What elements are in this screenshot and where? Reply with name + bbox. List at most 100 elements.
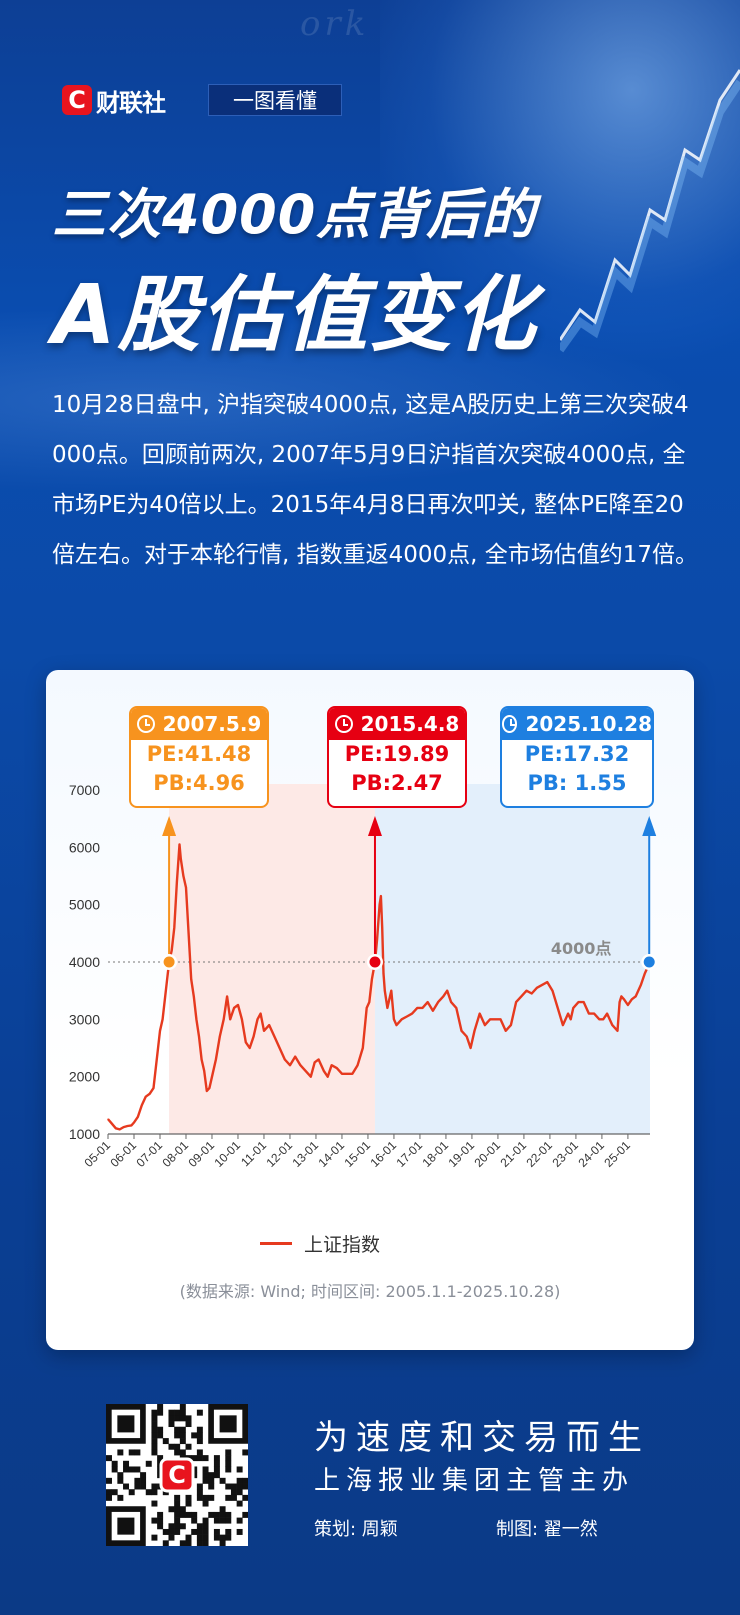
x-tick-label: 08-01	[159, 1138, 191, 1170]
data-point	[122, 1126, 125, 1128]
qr-module	[219, 1540, 226, 1546]
chart: 1000 2000 3000 4000 5000 6000 7000 05-0106-0107…	[69, 782, 658, 1170]
data-point	[510, 1024, 512, 1026]
qr-module	[196, 1449, 203, 1456]
qr-module	[157, 1432, 164, 1439]
qr-module	[157, 1426, 164, 1433]
qr-module	[225, 1534, 232, 1541]
data-point	[233, 1007, 235, 1009]
qr-module	[225, 1511, 232, 1518]
qr-module	[174, 1409, 181, 1416]
data-point	[406, 1015, 408, 1018]
data-point	[356, 1064, 359, 1066]
reference-line-label: 4000点	[551, 939, 612, 958]
qr-module	[236, 1477, 243, 1484]
x-tick-label: 19-01	[445, 1138, 477, 1170]
qr-module	[185, 1511, 192, 1518]
qr-module	[225, 1494, 232, 1501]
marker-arrow-head	[162, 816, 177, 836]
callout-pe: PE:17.32	[524, 742, 630, 766]
data-point	[381, 927, 383, 929]
data-point	[195, 1018, 197, 1020]
qr-module	[208, 1494, 215, 1501]
data-point	[284, 1058, 286, 1061]
qr-module	[196, 1409, 203, 1416]
data-point	[416, 1007, 418, 1009]
data-point	[384, 990, 386, 992]
qr-module	[179, 1415, 186, 1422]
qr-module	[157, 1511, 164, 1518]
qr-module	[179, 1426, 186, 1433]
data-point	[164, 995, 166, 997]
qr-module	[213, 1534, 220, 1541]
qr-module	[179, 1404, 186, 1410]
qr-code[interactable]: C	[106, 1404, 248, 1546]
data-point	[190, 978, 192, 980]
qr-module	[168, 1415, 175, 1422]
x-tick-label: 21-01	[497, 1138, 529, 1170]
qr-module	[179, 1409, 186, 1416]
qr-module	[111, 1460, 118, 1467]
qr-module	[196, 1528, 203, 1535]
background-glow	[380, 0, 740, 360]
background-haze	[0, 300, 740, 500]
callout-2015: 2015.4.8 PE:19.89 PB:2.47	[327, 706, 467, 808]
qr-module	[219, 1517, 226, 1524]
data-point	[219, 1035, 221, 1038]
qr-module	[185, 1540, 192, 1546]
data-point	[346, 1073, 348, 1075]
qr-module	[179, 1511, 186, 1518]
qr-module	[236, 1500, 243, 1507]
data-point	[130, 1124, 132, 1126]
data-point	[203, 1070, 205, 1072]
qr-module	[202, 1517, 209, 1524]
qr-module	[179, 1540, 186, 1546]
qr-module	[213, 1511, 220, 1518]
data-point	[450, 1001, 452, 1003]
callout-pb: PB: 1.55	[527, 771, 627, 795]
data-point	[259, 1013, 262, 1015]
qr-module	[168, 1523, 175, 1530]
data-point	[376, 938, 378, 940]
data-point	[489, 1018, 491, 1020]
qr-module	[140, 1477, 147, 1484]
data-point	[278, 1047, 281, 1049]
data-point	[314, 1061, 316, 1063]
qr-module	[151, 1443, 158, 1450]
data-point	[531, 992, 533, 995]
qr-module	[168, 1443, 175, 1450]
qr-module	[151, 1432, 158, 1439]
data-point	[473, 1030, 476, 1032]
clock-icon	[334, 715, 353, 733]
qr-module	[236, 1489, 243, 1496]
qr-module	[191, 1455, 198, 1462]
qr-module	[106, 1494, 112, 1501]
column-tag: 一图看懂	[208, 84, 342, 116]
intro-paragraph: 10月28日盘中, 沪指突破4000点, 这是A股历史上第三次突破4000点。回…	[52, 392, 699, 568]
qr-module	[117, 1449, 124, 1456]
data-point	[379, 904, 381, 906]
qr-module	[174, 1426, 181, 1433]
data-point	[382, 972, 385, 975]
qr-module	[213, 1472, 220, 1479]
legend-label: 上证指数	[304, 1234, 381, 1256]
qr-module	[174, 1523, 181, 1530]
qr-module	[179, 1523, 186, 1530]
qr-module	[242, 1477, 248, 1484]
x-tick-label: 22-01	[523, 1138, 555, 1170]
data-point	[336, 1067, 338, 1069]
x-tick-label: 17-01	[393, 1138, 425, 1170]
slogan-primary: 为速度和交易而生	[314, 1418, 650, 1458]
data-point	[541, 984, 543, 986]
shaded-period-2007	[169, 784, 375, 1134]
data-point	[562, 1024, 564, 1026]
y-tick-label: 5000	[69, 897, 100, 913]
data-point	[294, 1056, 296, 1058]
qr-module	[157, 1409, 164, 1416]
data-point	[245, 1041, 247, 1043]
data-point	[317, 1058, 320, 1061]
qr-module	[106, 1455, 112, 1462]
data-point	[366, 1007, 368, 1009]
qr-module	[236, 1528, 243, 1535]
data-point	[446, 990, 448, 992]
